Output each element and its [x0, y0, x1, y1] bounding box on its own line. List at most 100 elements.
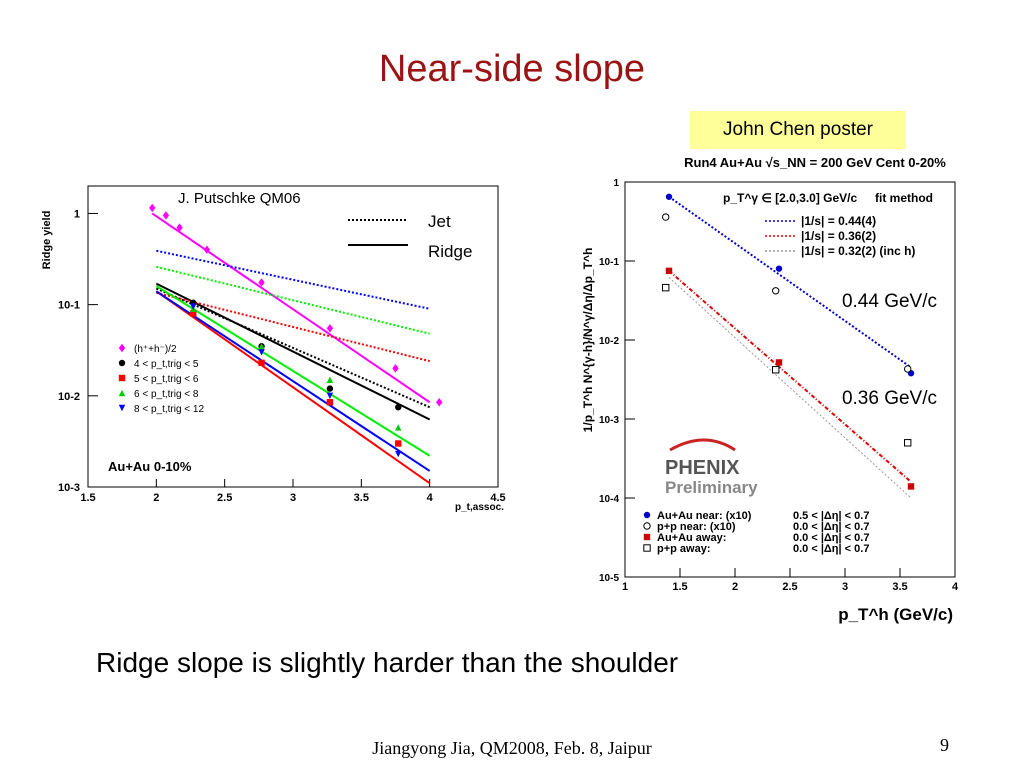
- ridge-fit-line: [155, 290, 431, 485]
- legend-label: p+p near: (x10): [657, 521, 736, 533]
- ridge-fit-line: [155, 290, 431, 472]
- ridge-legend-label: Ridge: [428, 242, 472, 261]
- fit-legend-label: |1/s| = 0.36(2): [801, 229, 876, 243]
- x-tick-label: 3.5: [892, 581, 907, 593]
- slope-label: 0.36 GeV/c: [842, 388, 937, 409]
- plot-frame: [624, 181, 956, 578]
- y-tick-label: 10-4: [599, 494, 619, 505]
- slope-label: 0.44 GeV/c: [842, 291, 937, 312]
- data-point: [772, 366, 780, 374]
- logo-text: PHENIX: [665, 457, 740, 479]
- x-tick-label: 4: [427, 492, 434, 504]
- x-tick-label: 2: [153, 492, 159, 504]
- legend-cut-label: 0.0 < |Δη| < 0.7: [793, 521, 869, 533]
- data-point: [190, 310, 197, 317]
- data-point: [775, 359, 783, 366]
- data-point: [326, 385, 334, 392]
- left-ridge-yield-chart: 1.5 2 2.5 3 3.5 4 4.5 10-3 10-2 10-1 1 Ridge yield p…: [41, 185, 506, 513]
- data-point: [665, 193, 673, 200]
- y-tick-label: 1: [613, 178, 619, 189]
- data-point: [258, 349, 265, 356]
- plot-frame: [87, 185, 499, 488]
- y-axis-label: Ridge yield: [41, 211, 53, 270]
- data-point: [258, 343, 265, 350]
- legend-marker: [118, 359, 126, 367]
- ridge-fit-line: [155, 285, 431, 457]
- data-point: [326, 324, 334, 333]
- x-tick-label: 2.5: [782, 581, 797, 593]
- page-number: 9: [940, 735, 949, 755]
- jet-legend-label: Jet: [428, 212, 451, 231]
- data-point: [326, 376, 334, 383]
- system-label: Au+Au 0-10%: [108, 459, 192, 474]
- x-axis-label: p_t,assoc.: [455, 502, 504, 513]
- x-tick-label: 2: [732, 581, 738, 593]
- data-point: [662, 213, 670, 221]
- legend-label: 4 < p_t,trig < 5: [134, 359, 199, 370]
- data-point: [907, 483, 915, 490]
- jet-fit-line: [156, 291, 430, 363]
- data-point: [203, 245, 211, 254]
- data-point: [904, 439, 912, 447]
- x-axis-label: p_T^h (GeV/c): [838, 605, 953, 624]
- ridge-fit-line: [155, 282, 431, 421]
- data-point: [258, 278, 265, 287]
- data-point: [662, 283, 670, 292]
- y-tick-label: 1: [74, 208, 80, 220]
- fit-line: [668, 195, 912, 369]
- jet-fit-line: [156, 249, 430, 310]
- jet-fit-line: [156, 265, 430, 335]
- data-point: [326, 399, 334, 406]
- legend-label: (h⁺+h⁻)/2: [134, 344, 177, 355]
- legend-cut-label: 0.5 < |Δη| < 0.7: [793, 510, 869, 522]
- fit-legend-label: |1/s| = 0.32(2) (inc h): [801, 244, 915, 258]
- data-point: [395, 404, 402, 411]
- legend-label: 5 < p_t,trig < 6: [134, 374, 199, 385]
- data-point: [392, 364, 399, 373]
- method-label: fit method: [875, 191, 933, 205]
- x-tick-label: 3: [290, 492, 296, 504]
- x-tick-label: 3: [842, 581, 848, 593]
- author-label: J. Putschke QM06: [178, 190, 301, 207]
- legend-marker: [118, 389, 126, 397]
- data-point: [395, 440, 402, 447]
- data-point: [326, 392, 334, 400]
- trigger-range-label: p_T^γ ∈ [2.0,3.0] GeV/c: [723, 191, 858, 205]
- preliminary-label: Preliminary: [665, 478, 758, 497]
- data-point: [176, 223, 183, 232]
- legend-label: p+p away:: [657, 543, 711, 555]
- right-phenix-chart: Run4 Au+Au √s_NN = 200 GeV Cent 0-20% 1 1.…: [581, 155, 959, 624]
- data-points: [662, 193, 915, 490]
- fit-lines: [151, 212, 431, 485]
- y-tick-label: 10-1: [599, 257, 619, 268]
- chart-title: Run4 Au+Au √s_NN = 200 GeV Cent 0-20%: [684, 155, 946, 170]
- x-tick-label: 3.5: [354, 492, 369, 504]
- legend-label: Au+Au away:: [657, 532, 726, 544]
- ridge-fit-line: [151, 212, 431, 404]
- x-tick-label: 4: [952, 581, 959, 593]
- legend-marker: [643, 511, 651, 519]
- y-axis-label: 1/p_T^h N^{γ-h}/N^γ/Δη/Δp_T^h: [581, 248, 595, 433]
- data-point: [258, 359, 265, 367]
- x-tick-label: 1: [622, 581, 628, 593]
- y-tick-label: 10-1: [58, 300, 80, 312]
- x-tick-label: 2.5: [217, 492, 232, 504]
- legend-marker: [118, 343, 126, 353]
- legend-marker: [118, 404, 126, 412]
- legend-marker: [643, 533, 651, 541]
- y-tick-label: 10-3: [58, 482, 80, 494]
- data-point: [162, 211, 170, 220]
- fit-legend-label: |1/s| = 0.44(4): [801, 214, 876, 228]
- legend-cut-label: 0.0 < |Δη| < 0.7: [793, 543, 869, 555]
- data-point: [436, 398, 443, 407]
- poster-note: John Chen poster: [690, 111, 906, 149]
- jet-fit-line: [155, 287, 431, 409]
- legend-marker: [643, 544, 651, 552]
- fit-line: [668, 277, 912, 499]
- logo-arc: [669, 438, 736, 452]
- data-point: [395, 424, 402, 431]
- x-tick-label: 1.5: [672, 581, 687, 593]
- y-tick-label: 10-2: [599, 336, 619, 347]
- legend-label: 6 < p_t,trig < 8: [134, 389, 199, 400]
- legend-label: Au+Au near: (x10): [657, 510, 752, 522]
